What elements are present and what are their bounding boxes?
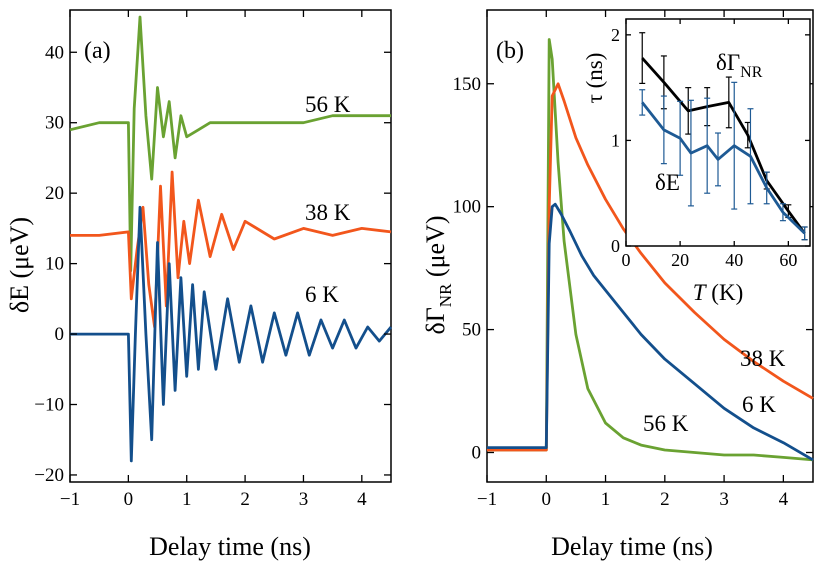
panel-a-x-tick-label: 1	[182, 489, 192, 510]
panel-b-x-axis-label: Delay time (ns)	[551, 532, 713, 561]
panel-a-y-tick-label: 40	[45, 42, 64, 63]
panel-a-x-tick-label: 0	[124, 489, 134, 510]
panel-b-x-tick-label: −1	[477, 489, 497, 510]
inset-y-tick-label: 1	[611, 130, 620, 150]
panel-a-series-line-38k	[70, 170, 392, 329]
panel-a-y-tick-label: −10	[34, 395, 64, 416]
inset-y-axis-label-unit: (ns)	[582, 53, 607, 95]
panel-a-y-tick-label: 20	[45, 183, 64, 204]
panel-a-y-tick-label: 10	[45, 254, 64, 275]
panel-a-y-tick-label: 30	[45, 113, 64, 134]
panel-b-y-axis-label-sub: NR	[436, 283, 455, 307]
inset-y-tick-label: 2	[611, 25, 620, 45]
panel-a-series-group	[69, 15, 393, 463]
inset-x-axis-label: T (K)	[693, 280, 743, 305]
inset-label-dgnr-main: δΓ	[716, 50, 740, 75]
panel-a-y-axis-label: δE (μeV)	[5, 217, 34, 313]
inset-x-tick-label: 20	[671, 250, 689, 270]
inset-label-de: δE	[655, 170, 680, 195]
inset-x-axis-label-var: T	[693, 280, 708, 305]
panel-b-y-tick-label: 150	[453, 74, 482, 95]
panel-b-x-tick-label: 1	[601, 489, 611, 510]
panel-b-series-group	[486, 38, 814, 462]
panel-a-label-38k: 38 K	[305, 200, 351, 225]
panel-b-tag: (b)	[496, 38, 524, 64]
panel-b-y-axis-label-unit: (μeV)	[421, 216, 450, 284]
panel-a-label-6k: 6 K	[305, 282, 339, 307]
inset-ticks: 0 20 40 60 0 1 2	[611, 19, 810, 270]
inset-y-tick-label: 0	[611, 236, 620, 256]
panel-b-y-axis-label: δΓNR (μeV)	[421, 216, 455, 335]
panel-b-x-tick-label: 0	[542, 489, 552, 510]
panel-a-frame	[69, 9, 392, 483]
panel-a-x-tick-label: 2	[240, 489, 250, 510]
inset-y-axis-label: τ (ns)	[582, 53, 607, 104]
inset-frame	[625, 18, 811, 247]
inset-label-dgnr-sub: NR	[740, 64, 763, 81]
inset-x-axis-label-unit: (K)	[706, 280, 744, 305]
panel-b-x-tick-label: 4	[779, 489, 789, 510]
panel-b-label-56k: 56 K	[643, 411, 689, 436]
panel-a-x-tick-label: 4	[357, 489, 367, 510]
panel-b-y-tick-label: 50	[462, 320, 481, 341]
inset-x-tick-label: 40	[725, 250, 743, 270]
panel-a-series-line-56k	[69, 15, 391, 273]
panel-a-y-tick-label: 0	[55, 324, 65, 345]
panel-b-label-6k: 6 K	[742, 392, 776, 417]
panel-a-tag: (a)	[84, 38, 111, 64]
panel-b-series-line-56k	[487, 38, 814, 462]
panel-b-frame	[486, 9, 814, 483]
inset-x-tick-label: 60	[779, 250, 797, 270]
inset-x-tick-label: 0	[622, 250, 631, 270]
panel-a-x-tick-label: 3	[299, 489, 309, 510]
panel-b-x-tick-label: 2	[660, 489, 670, 510]
inset-label-dgnr: δΓNR	[716, 50, 763, 81]
panel-b-y-tick-label: 0	[472, 443, 482, 464]
panel-a-x-tick-label: −1	[60, 489, 80, 510]
panel-b-y-tick-label: 100	[453, 197, 482, 218]
panel-a-label-56k: 56 K	[305, 92, 351, 117]
inset-chart: 0 20 40 60 0 1 2 δΓNR δE T (K) τ (ns)	[582, 18, 811, 305]
panel-b-x-tick-label: 3	[719, 489, 729, 510]
inset-y-axis-label-var: τ	[582, 94, 607, 103]
panel-a-y-tick-label: −20	[34, 465, 64, 486]
inset-series-group	[639, 32, 808, 241]
panel-b-label-38k: 38 K	[740, 346, 786, 371]
panel-a-series-line-6k	[70, 205, 393, 463]
panel-b-y-axis-label-main: δΓ	[421, 307, 450, 334]
panel-a-x-axis-label: Delay time (ns)	[149, 532, 311, 561]
